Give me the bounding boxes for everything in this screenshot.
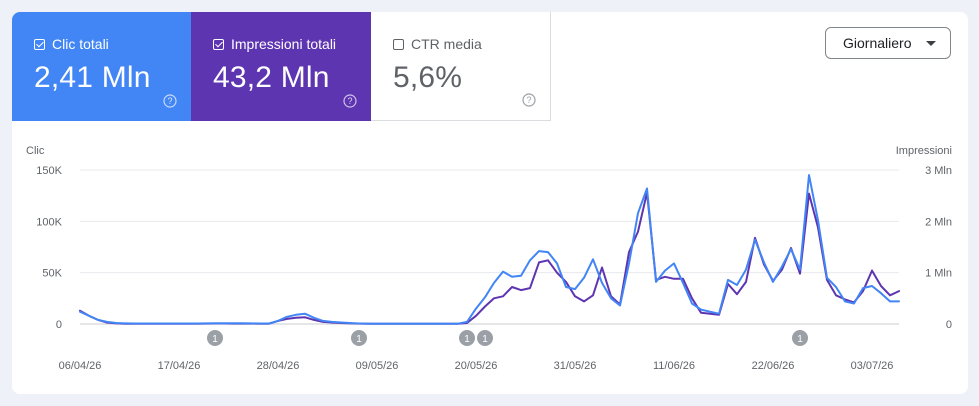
series-line-impressions [79,191,900,325]
metric-label: CTR media [411,36,482,52]
help-icon[interactable]: ? [163,94,177,108]
checkbox-checked-icon[interactable] [34,38,45,50]
y-left-tick-label: 50K [42,268,62,280]
caret-down-icon [926,41,936,46]
metric-label: Clic totali [52,36,109,52]
metric-card-ctr[interactable]: CTR media 5,6% ? [371,12,551,121]
granularity-dropdown[interactable]: Giornaliero [825,27,951,59]
x-tick-label: 09/05/26 [356,360,399,372]
x-tick-label: 11/06/26 [653,360,695,372]
checkbox-unchecked-icon[interactable] [393,38,404,50]
help-icon[interactable]: ? [522,93,536,107]
annotation-marker[interactable]: 1 [459,330,475,346]
y-right-tick-label: 1 Mln [925,268,952,280]
metric-value: 5,6% [393,61,463,94]
annotation-label: 1 [212,334,218,345]
y-left-tick-label: 100K [36,216,62,228]
annotation-marker[interactable]: 1 [792,330,808,346]
x-tick-label: 17/04/26 [158,360,201,372]
metric-value: 43,2 Mln [213,61,330,94]
performance-chart: Clic Impressioni 150K 3 Mln 100K 2 Mln 50K 1 … [26,145,952,372]
annotation-label: 1 [464,334,470,345]
metric-value: 2,41 Mln [34,61,151,94]
metric-card-impressions[interactable]: Impressioni totali 43,2 Mln ? [191,12,371,121]
y-axis-right-title: Impressioni [896,145,952,157]
y-right-tick-label: 0 [946,319,952,331]
x-axis: 06/04/26 17/04/26 28/04/26 09/05/26 20/05/26… [59,360,894,372]
svg-text:?: ? [347,96,352,106]
performance-card: Clic totali 2,41 Mln ? Impressioni total… [12,12,968,394]
x-tick-label: 22/06/26 [752,360,795,372]
chart-annotations: 1 1 1 1 1 [207,330,808,346]
x-tick-label: 31/05/26 [554,360,597,372]
x-tick-label: 28/04/26 [257,360,300,372]
annotation-label: 1 [797,334,803,345]
chart-series [79,174,900,325]
metric-card-clicks[interactable]: Clic totali 2,41 Mln ? [12,12,191,121]
svg-text:?: ? [526,95,531,105]
series-line-clicks [79,174,900,325]
chart-grid: 150K 3 Mln 100K 2 Mln 50K 1 Mln 0 0 [36,165,952,331]
dropdown-label: Giornaliero [843,35,912,51]
svg-text:?: ? [167,96,172,106]
annotation-label: 1 [356,334,362,345]
x-tick-label: 03/07/26 [851,360,894,372]
annotation-marker[interactable]: 1 [351,330,367,346]
y-right-tick-label: 2 Mln [925,216,952,228]
y-right-tick-label: 3 Mln [925,165,952,177]
help-icon[interactable]: ? [343,94,357,108]
x-tick-label: 06/04/26 [59,360,102,372]
y-left-tick-label: 150K [36,165,62,177]
y-axis-left-title: Clic [26,145,45,157]
annotation-marker[interactable]: 1 [477,330,493,346]
x-tick-label: 20/05/26 [455,360,498,372]
metric-label: Impressioni totali [231,36,337,52]
y-left-tick-label: 0 [56,319,62,331]
annotation-label: 1 [482,334,488,345]
annotation-marker[interactable]: 1 [207,330,223,346]
checkbox-checked-icon[interactable] [213,38,224,50]
